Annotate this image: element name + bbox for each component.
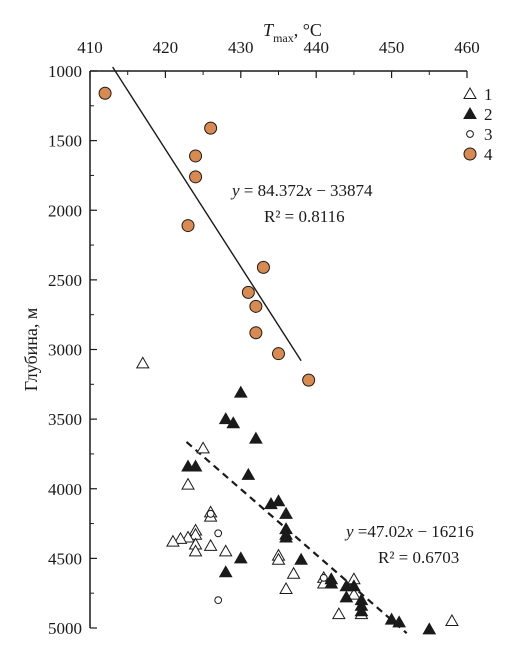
data-point-series-1: [286, 566, 301, 579]
data-point-series-2: [347, 579, 361, 592]
trendlines: [112, 66, 408, 634]
data-point-series-1: [135, 356, 150, 369]
x-axis-title-subscript: max: [273, 31, 294, 45]
trend-equation-part: =47.02: [354, 522, 406, 541]
data-point-series-2: [339, 590, 354, 603]
data-point-series-1: [188, 544, 203, 557]
x-axis-title-symbol: T: [263, 20, 275, 40]
data-point-series-2: [218, 412, 233, 425]
legend-label-1: 1: [484, 85, 493, 104]
data-point-series-2: [233, 385, 248, 398]
data-point-series-2: [384, 612, 399, 625]
data-point-series-3: [214, 596, 223, 605]
data-point-series-1: [331, 607, 346, 620]
legend-label-3: 3: [484, 125, 493, 144]
data-point-series-2: [188, 459, 203, 472]
axes: 410 420 430 440 450 460 1000 1500 2000 2500 3000 35…: [21, 20, 480, 638]
y-tick-label: 1000: [48, 62, 82, 81]
legend-label-2: 2: [484, 105, 493, 124]
data-point-series-4: [189, 149, 203, 163]
data-point-series-2: [241, 467, 256, 480]
data-point-series-4: [256, 260, 270, 274]
data-point-series-1: [181, 530, 195, 543]
data-point-series-4: [302, 373, 316, 387]
data-point-series-2: [279, 530, 293, 543]
data-point-series-4: [249, 299, 263, 313]
data-point-series-1: [203, 538, 218, 551]
x-tick-label: 460: [454, 38, 480, 57]
data-point-series-2: [233, 551, 248, 564]
data-point-series-4: [181, 219, 195, 233]
trend-equation-part: y: [344, 522, 354, 541]
y-axis-title: Глубина, м: [21, 308, 41, 392]
trend-equation-part: − 33874: [312, 181, 373, 200]
y-tick-label: 2500: [48, 271, 82, 290]
data-point-series-4: [204, 121, 218, 135]
legend-marker-2: [463, 106, 477, 119]
data-point-series-4: [249, 326, 263, 340]
y-tick-label: 2000: [48, 201, 82, 220]
data-point-series-4: [272, 347, 285, 361]
data-point-series-1: [166, 534, 180, 547]
y-tick-label: 4000: [48, 480, 82, 499]
trend-equation-part: − 16216: [413, 522, 474, 541]
trend-equation-part: x: [303, 181, 312, 200]
data-point-series-2: [271, 494, 286, 507]
x-axis-title-unit: , °C: [294, 20, 322, 40]
data-point-series-3: [206, 509, 215, 518]
data-point-series-1: [445, 614, 459, 627]
x-axis-title: Tmax, °C: [263, 20, 322, 45]
trend-r2-series-4: R² = 0.8116: [264, 207, 345, 226]
data-point-series-2: [324, 576, 339, 589]
data-point-series-3: [319, 573, 328, 582]
x-tick-label: 450: [379, 38, 405, 57]
legend-label-4: 4: [484, 145, 493, 164]
y-tick-label: 3000: [48, 341, 82, 360]
data-point-series-1: [218, 544, 233, 557]
y-tick-label: 5000: [48, 619, 82, 638]
data-point-series-4: [98, 86, 112, 100]
y-tick-label: 3500: [48, 410, 82, 429]
y-tick-label: 4500: [48, 549, 82, 568]
data-point-series-2: [354, 604, 369, 617]
trend-equation-series-4: y = 84.372x − 33874: [230, 181, 373, 200]
data-point-series-2: [422, 622, 437, 635]
legend-marker-1: [463, 86, 477, 99]
trend-equation-series-2: y =47.02x − 16216: [344, 522, 474, 541]
data-point-series-4: [189, 170, 203, 184]
trendline-series-4: [112, 66, 302, 362]
trend-equation-part: y: [230, 181, 240, 200]
legend-marker-4: [463, 147, 477, 161]
data-point-series-4: [241, 285, 255, 299]
data-point-series-1: [279, 582, 293, 595]
x-tick-label: 420: [153, 38, 179, 57]
data-point-series-2: [392, 615, 407, 628]
data-point-series-1: [271, 552, 286, 565]
data-point-series-3: [214, 529, 223, 538]
x-tick-label: 410: [77, 38, 103, 57]
data-point-series-2: [294, 552, 308, 565]
x-tick-label: 430: [228, 38, 254, 57]
data-point-series-1: [196, 441, 210, 454]
data-points: [98, 86, 459, 635]
data-point-series-2: [249, 431, 263, 444]
trendline-series-2: [185, 441, 408, 634]
trend-r2-series-2: R² = 0.6703: [378, 548, 459, 567]
data-point-series-2: [226, 416, 241, 429]
trend-equation-part: x: [405, 522, 414, 541]
data-point-series-1: [181, 477, 195, 490]
data-point-series-1: [347, 587, 361, 600]
trend-equation-part: = 84.372: [240, 181, 305, 200]
data-point-series-2: [218, 565, 233, 578]
data-point-series-1: [173, 531, 188, 544]
y-tick-label: 1500: [48, 132, 82, 151]
legend-marker-3: [466, 130, 474, 138]
data-point-series-2: [279, 506, 293, 519]
x-tick-label: 440: [303, 38, 329, 57]
